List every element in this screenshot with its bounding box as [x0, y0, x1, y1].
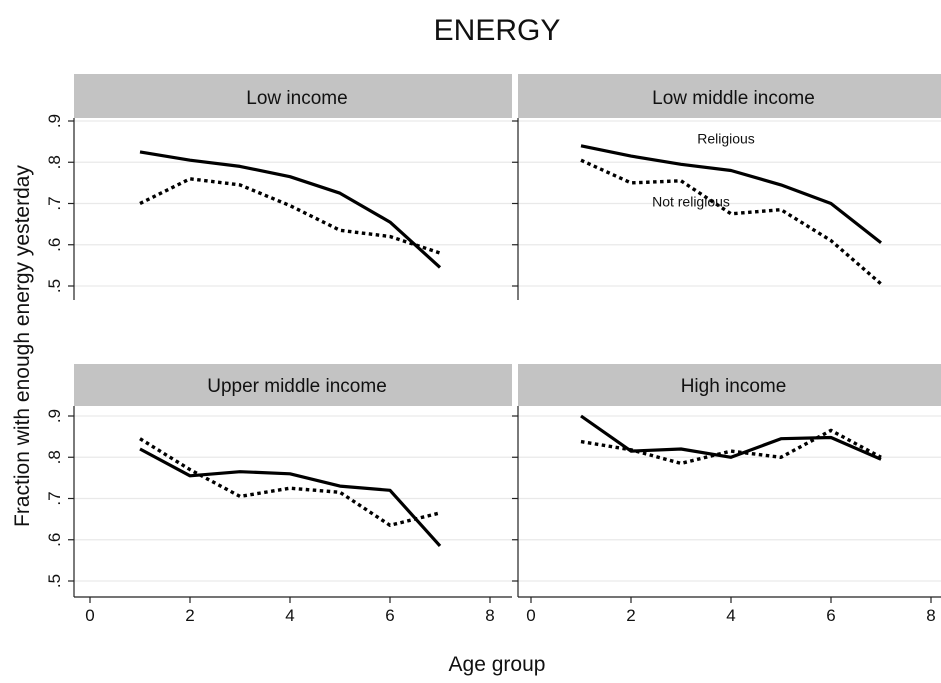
x-tick-label: 6 [385, 606, 394, 625]
series-line-religious [580, 144, 882, 244]
y-tick-label: .5 [45, 574, 64, 588]
x-tick-label: 8 [926, 606, 935, 625]
x-axis-title: Age group [449, 653, 546, 676]
y-axis-title: Fraction with enough energy yesterday [11, 165, 34, 527]
panel-label: High income [681, 376, 787, 397]
y-tick-label: .7 [45, 196, 64, 210]
x-tick-label: 4 [726, 606, 735, 625]
panel: High income 0 2 4 6 8 [512, 364, 941, 625]
panel: Low income .5 .6 .7 .8 .9 [45, 74, 512, 300]
panel-label: Upper middle income [207, 376, 387, 397]
y-tick-label: .8 [45, 450, 64, 464]
series-line-not-religious [139, 437, 441, 527]
series-line-religious [139, 447, 442, 547]
panel: Upper middle income .5 .6 .7 .8 .9 0 2 4 6 8 [45, 364, 512, 625]
panel-strip [518, 364, 941, 406]
series-annotation: Religious [697, 131, 755, 147]
series-annotation: Not religious [652, 193, 730, 209]
panel-strip [518, 74, 941, 118]
panel-strip [74, 74, 512, 118]
panel-strip [74, 364, 512, 406]
x-tick-label: 2 [626, 606, 635, 625]
x-tick-label: 4 [285, 606, 294, 625]
panels: Low income .5 .6 .7 .8 .9 Low middle income Rel… [45, 74, 941, 625]
y-tick-label: .6 [45, 238, 64, 252]
x-tick-label: 6 [826, 606, 835, 625]
panel-label: Low income [246, 88, 347, 109]
series-line-religious [139, 150, 442, 269]
chart-title: ENERGY [434, 14, 561, 47]
series-line-not-religious [580, 428, 882, 466]
x-tick-label: 0 [526, 606, 535, 625]
y-tick-label: .9 [45, 114, 64, 128]
y-tick-label: .5 [45, 279, 64, 293]
series-line-not-religious [580, 158, 883, 286]
y-tick-label: .6 [45, 533, 64, 547]
x-tick-label: 8 [485, 606, 494, 625]
series-line-not-religious [139, 177, 441, 255]
x-tick-label: 2 [185, 606, 194, 625]
x-tick-label: 0 [85, 606, 94, 625]
y-tick-label: .7 [45, 491, 64, 505]
y-tick-label: .8 [45, 155, 64, 169]
y-tick-label: .9 [45, 409, 64, 423]
panel: Low middle income Religious Not religious [512, 74, 941, 300]
panel-label: Low middle income [652, 88, 815, 109]
